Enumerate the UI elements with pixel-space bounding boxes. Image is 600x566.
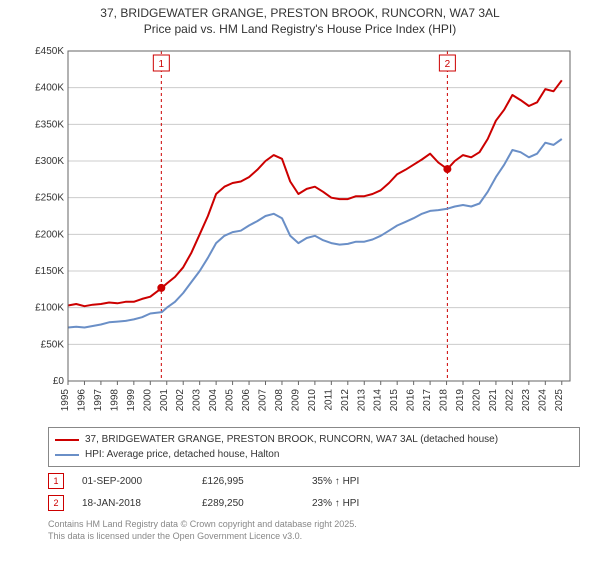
svg-text:2012: 2012 xyxy=(340,389,351,412)
svg-text:£0: £0 xyxy=(53,376,65,387)
chart-area: £0 £50K £100K £150K £200K £250K £300K £350K £400… xyxy=(20,41,580,421)
svg-text:2: 2 xyxy=(445,59,451,70)
svg-text:2016: 2016 xyxy=(406,389,417,412)
svg-text:2000: 2000 xyxy=(142,389,153,412)
sale-price: £289,250 xyxy=(202,498,312,509)
svg-text:2022: 2022 xyxy=(504,389,515,412)
sale-badge: 2 xyxy=(48,495,64,511)
legend-swatch xyxy=(55,439,79,441)
svg-text:£400K: £400K xyxy=(35,83,64,94)
svg-text:1: 1 xyxy=(159,59,165,70)
legend-item: HPI: Average price, detached house, Halt… xyxy=(55,447,573,462)
legend-label: HPI: Average price, detached house, Halt… xyxy=(85,447,279,462)
svg-text:2007: 2007 xyxy=(258,389,269,412)
sale-date: 01-SEP-2000 xyxy=(82,476,202,487)
legend-label: 37, BRIDGEWATER GRANGE, PRESTON BROOK, R… xyxy=(85,432,498,447)
svg-text:2008: 2008 xyxy=(274,389,285,412)
sales-list: 1 01-SEP-2000£126,99535% ↑ HPI 2 18-JAN-201… xyxy=(0,473,600,511)
svg-text:£350K: £350K xyxy=(35,120,64,131)
sale-date: 18-JAN-2018 xyxy=(82,498,202,509)
legend-swatch xyxy=(55,454,79,456)
svg-text:2025: 2025 xyxy=(554,389,565,412)
svg-text:£250K: £250K xyxy=(35,193,64,204)
svg-text:£150K: £150K xyxy=(35,266,64,277)
svg-text:2017: 2017 xyxy=(422,389,433,412)
svg-text:2019: 2019 xyxy=(455,389,466,412)
svg-text:2009: 2009 xyxy=(290,389,301,412)
svg-text:£200K: £200K xyxy=(35,230,64,241)
svg-text:2003: 2003 xyxy=(192,389,203,412)
chart-title: 37, BRIDGEWATER GRANGE, PRESTON BROOK, R… xyxy=(0,6,600,37)
attrib-line1: Contains HM Land Registry data © Crown c… xyxy=(48,519,357,529)
title-line1: 37, BRIDGEWATER GRANGE, PRESTON BROOK, R… xyxy=(100,6,499,20)
legend-box: 37, BRIDGEWATER GRANGE, PRESTON BROOK, R… xyxy=(48,427,580,467)
svg-text:2013: 2013 xyxy=(356,389,367,412)
title-line2: Price paid vs. HM Land Registry's House … xyxy=(144,22,456,36)
svg-text:2006: 2006 xyxy=(241,389,252,412)
svg-text:1995: 1995 xyxy=(60,389,71,412)
attribution: Contains HM Land Registry data © Crown c… xyxy=(48,519,580,542)
line-chart-svg: £0 £50K £100K £150K £200K £250K £300K £350K £400… xyxy=(20,41,580,421)
svg-text:2005: 2005 xyxy=(225,389,236,412)
svg-text:1996: 1996 xyxy=(76,389,87,412)
svg-text:2024: 2024 xyxy=(537,389,548,412)
sale-row: 2 18-JAN-2018£289,25023% ↑ HPI xyxy=(48,495,580,511)
sale-relative: 35% ↑ HPI xyxy=(312,476,412,487)
svg-text:2014: 2014 xyxy=(373,389,384,412)
svg-text:2018: 2018 xyxy=(439,389,450,412)
svg-text:2011: 2011 xyxy=(323,389,334,411)
svg-text:£300K: £300K xyxy=(35,156,64,167)
svg-text:2004: 2004 xyxy=(208,389,219,412)
legend-item: 37, BRIDGEWATER GRANGE, PRESTON BROOK, R… xyxy=(55,432,573,447)
svg-text:2002: 2002 xyxy=(175,389,186,412)
svg-text:1997: 1997 xyxy=(93,389,104,412)
svg-text:1998: 1998 xyxy=(109,389,120,412)
svg-text:2020: 2020 xyxy=(471,389,482,412)
sale-relative: 23% ↑ HPI xyxy=(312,498,412,509)
sale-badge: 1 xyxy=(48,473,64,489)
svg-text:2015: 2015 xyxy=(389,389,400,412)
svg-text:£50K: £50K xyxy=(41,340,65,351)
svg-text:2001: 2001 xyxy=(159,389,170,412)
attrib-line2: This data is licensed under the Open Gov… xyxy=(48,531,302,541)
svg-text:1999: 1999 xyxy=(126,389,137,412)
sale-row: 1 01-SEP-2000£126,99535% ↑ HPI xyxy=(48,473,580,489)
svg-text:2023: 2023 xyxy=(521,389,532,412)
sale-price: £126,995 xyxy=(202,476,312,487)
svg-text:£450K: £450K xyxy=(35,46,64,57)
svg-text:2021: 2021 xyxy=(488,389,499,412)
svg-text:2010: 2010 xyxy=(307,389,318,412)
svg-text:£100K: £100K xyxy=(35,303,64,314)
